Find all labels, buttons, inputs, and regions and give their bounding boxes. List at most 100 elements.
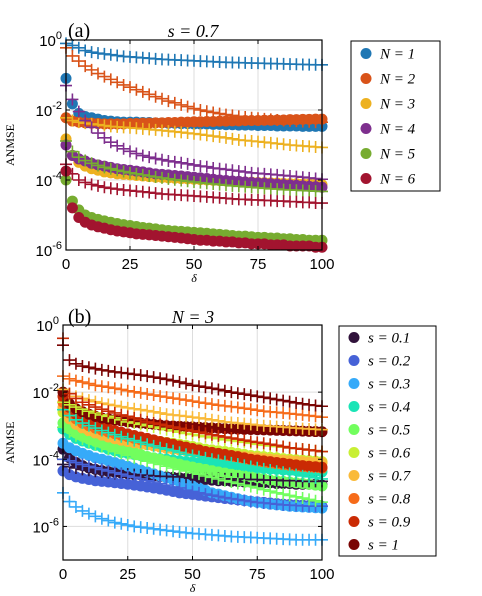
data-point-cross [160,373,173,386]
data-point-circle [66,202,78,214]
data-point-cross [104,48,117,61]
data-point-cross [309,471,322,484]
data-point-cross [82,398,95,411]
data-point-cross [192,380,205,393]
data-point-cross [226,132,239,145]
data-point-cross [85,46,98,59]
data-point-cross [270,439,283,452]
legend-marker [348,355,360,366]
legend-label: s = 0.8 [368,492,411,508]
data-point-cross [143,170,156,183]
data-point-cross [296,492,309,505]
data-point-cross [231,433,244,446]
data-point-cross [69,500,82,513]
data-point-cross [104,136,117,149]
data-point-cross [63,454,76,467]
data-point-cross [231,458,244,471]
data-point-cross [244,403,257,416]
legend-label: N = 4 [379,122,416,138]
data-point-cross [180,464,193,477]
panel-b-chart: 0 25 50 75 100 100 10-2 10-4 10-6 δ ANMSE (b) N = 3 s… [3,306,437,595]
y-tick-label: 10-4 [33,449,59,469]
data-point-cross [69,392,82,405]
x-tick-label: 0 [59,566,67,583]
data-point-cross [160,391,173,404]
data-point-cross [218,455,231,468]
data-point-cross [95,512,108,525]
data-point-cross [186,466,199,479]
data-point-cross [270,465,283,478]
data-point-cross [95,363,108,376]
data-point-cross [117,165,130,178]
data-point-cross [192,486,205,499]
data-point-cross [277,488,290,501]
legend-label: N = 6 [379,172,416,188]
data-point-cross [162,172,175,185]
data-point-cross [173,422,186,435]
data-point-cross [76,360,89,373]
data-point-cross [115,383,128,396]
data-point-cross [130,83,143,96]
data-point-cross [63,398,76,411]
data-point-cross [72,41,85,54]
data-point-cross [290,396,303,409]
data-point-cross [82,435,95,448]
data-point-cross [192,396,205,409]
data-point-cross [264,392,277,405]
data-point-cross [147,439,160,452]
data-point-cross [115,517,128,530]
data-point-cross [199,397,212,410]
legend-marker [360,148,372,159]
series-10-crosses [57,339,328,413]
data-point-cross [154,390,167,403]
data-point-cross [167,374,180,387]
data-point-cross [134,369,147,382]
data-point-cross [117,142,130,155]
data-point-cross [134,453,147,466]
data-point-cross [186,411,199,424]
data-point-cross [226,164,239,177]
data-point-cross [124,81,136,94]
data-point-cross [141,404,154,417]
data-point-cross [82,419,95,432]
data-point-cross [79,44,92,57]
data-point-cross [134,403,147,416]
data-point-cross [239,165,252,178]
data-point-cross [121,410,134,423]
data-point-cross [154,477,167,490]
data-point-cross [270,393,283,406]
data-point-cross [85,63,98,76]
data-point-cross [128,471,141,484]
y-tick-label: 100 [36,315,59,335]
data-point-cross [72,116,85,129]
x-tick-label: 50 [184,566,201,583]
data-point-cross [205,471,218,484]
data-point-cross [154,418,167,431]
data-point-cross [111,49,124,62]
legend-marker [360,98,372,109]
data-point-cross [147,476,160,489]
data-point-cross [175,174,188,187]
data-point-cross [130,167,143,180]
data-point-cross [226,109,239,122]
data-point-cross [186,424,199,437]
data-point-cross [95,424,108,437]
x-axis-label: δ [190,581,196,595]
data-point-cross [199,412,212,425]
data-point-cross [72,151,85,164]
data-point-cross [66,39,79,52]
data-point-cross [108,406,121,419]
data-point-cross [212,414,225,427]
data-point-cross [108,466,121,479]
data-point-cross [238,479,251,492]
data-point-cross [303,493,316,506]
data-point-cross [121,469,134,482]
chart-title: N = 3 [171,307,214,327]
data-point-cross [136,149,149,162]
data-point-cross [173,481,186,494]
data-point-cross [66,114,79,127]
data-point-cross [143,88,156,101]
data-point-cross [128,451,141,464]
x-tick-label: 50 [186,256,203,273]
